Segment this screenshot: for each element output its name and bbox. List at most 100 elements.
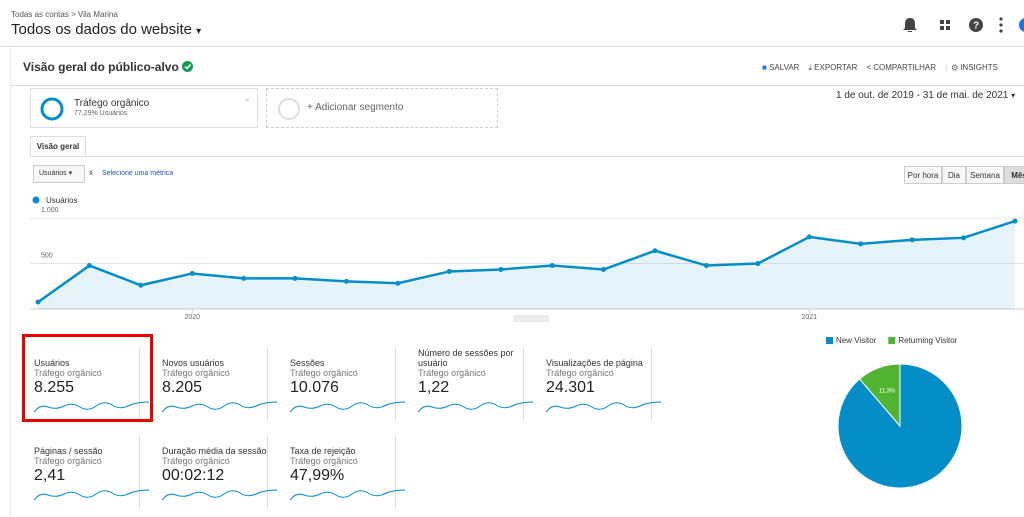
property-name: Todos os dados do website bbox=[11, 21, 192, 38]
sparkline bbox=[546, 401, 662, 413]
point bbox=[395, 280, 401, 286]
share-action[interactable]: COMPARTILHAR bbox=[873, 63, 937, 72]
segment-share: 77,29% Usuários bbox=[74, 110, 128, 117]
export-action[interactable]: EXPORTAR bbox=[814, 63, 858, 72]
legend-label: Usuários bbox=[46, 196, 78, 205]
point bbox=[652, 248, 658, 254]
metric-segment: Tráfego orgânico bbox=[34, 456, 102, 466]
point bbox=[1012, 218, 1018, 224]
sparkline bbox=[290, 401, 406, 413]
metric-segment: Tráfego orgânico bbox=[290, 456, 358, 466]
metric-value: 47,99% bbox=[290, 467, 345, 484]
left-gutter bbox=[0, 47, 11, 517]
save-action[interactable]: SALVAR bbox=[769, 63, 800, 72]
sparkline-line bbox=[34, 489, 150, 501]
x-tick-label: 2020 bbox=[184, 314, 200, 321]
sparkline bbox=[162, 401, 278, 413]
header-icons: ? bbox=[903, 17, 1024, 33]
point bbox=[909, 237, 915, 243]
point bbox=[189, 270, 195, 276]
account-icon[interactable] bbox=[1019, 18, 1024, 32]
top-bar: Todas as contas > Vila Marina Todos os d… bbox=[0, 0, 1024, 47]
verified-icon bbox=[182, 61, 194, 72]
point bbox=[961, 235, 967, 241]
metric-segment: Tráfego orgânico bbox=[162, 368, 230, 378]
point bbox=[241, 275, 247, 281]
line-chart: Usuários 500 1.000 2020 2021 bbox=[30, 196, 1024, 322]
dropdown-arrow: ▾ bbox=[196, 26, 202, 37]
highlight-box bbox=[22, 334, 153, 422]
area bbox=[38, 221, 1015, 309]
metric-value: 00:02:12 bbox=[162, 467, 225, 484]
metric-select-label: Usuários bbox=[39, 170, 67, 177]
help-glyph: ? bbox=[973, 21, 979, 32]
tab-rule bbox=[30, 156, 1024, 157]
metric-value: 10.076 bbox=[290, 379, 339, 396]
point bbox=[498, 266, 504, 272]
notifications-icon[interactable] bbox=[903, 18, 917, 32]
sparkline-line bbox=[546, 401, 662, 413]
granularity-hour[interactable]: Por hora bbox=[904, 166, 942, 184]
apps-icon[interactable] bbox=[940, 20, 950, 30]
metric-name: Usuários bbox=[34, 358, 70, 368]
actions: ■ SALVAR ⤓ EXPORTAR < COMPARTILHAR | ⚙ I… bbox=[762, 63, 998, 72]
breadcrumb[interactable]: Todas as contas > Vila Marina bbox=[11, 10, 118, 19]
metric-card: Visualizações de página Tráfego orgânico 2… bbox=[534, 348, 662, 420]
y-tick-label: 1.000 bbox=[41, 207, 59, 214]
pie-slice bbox=[858, 363, 901, 428]
x-tick-label: 2021 bbox=[802, 314, 818, 321]
sparkline-line bbox=[34, 401, 150, 413]
metric-name: Visualizações de página bbox=[546, 358, 643, 368]
resize-handle bbox=[513, 315, 549, 322]
slice-label: 11,3% bbox=[879, 389, 896, 395]
metric-value: 24.301 bbox=[546, 379, 595, 396]
metric-card: Páginas / sessão Tráfego orgânico 2,41 bbox=[22, 436, 150, 508]
date-range[interactable]: 1 de out. de 2019 - 31 de mai. de 2021 ▾ bbox=[836, 90, 1016, 101]
sparkline-line bbox=[162, 489, 278, 501]
metric-segment: Tráfego orgânico bbox=[290, 368, 358, 378]
sparkline-line bbox=[162, 401, 278, 413]
metric-value: 8.255 bbox=[34, 379, 75, 396]
select-metric[interactable]: Selecione uma métrica bbox=[102, 170, 174, 177]
insights-action[interactable]: INSIGHTS bbox=[960, 63, 998, 72]
sparkline-line bbox=[290, 401, 406, 413]
sparkline-line bbox=[418, 401, 534, 413]
metric-card: Duração média da sessão Tráfego orgânico 0… bbox=[150, 436, 278, 508]
add-segment[interactable]: + Adicionar segmento bbox=[266, 88, 498, 128]
point bbox=[601, 266, 607, 272]
point bbox=[703, 263, 709, 269]
point bbox=[549, 263, 555, 269]
metric-remove[interactable]: x bbox=[89, 168, 93, 177]
granularity-week[interactable]: Semana bbox=[966, 166, 1004, 184]
metric-segment: Tráfego orgânico bbox=[34, 368, 102, 378]
metric-card: Número de sessões por usuário Tráfego org… bbox=[406, 348, 534, 420]
segment-dropdown[interactable]: ⌄ bbox=[243, 93, 251, 103]
point bbox=[806, 234, 812, 240]
granularity-month[interactable]: Mês bbox=[1004, 166, 1024, 184]
metric-select[interactable]: Usuários ▾ bbox=[33, 165, 85, 183]
metric-name: Taxa de rejeição bbox=[290, 446, 356, 456]
segment-name: Tráfego orgânico bbox=[74, 98, 150, 109]
legend-swatch bbox=[826, 337, 833, 344]
metric-name: Duração média da sessão bbox=[162, 446, 267, 456]
overview-tab[interactable]: Visão geral bbox=[30, 136, 86, 157]
legend-swatch bbox=[888, 337, 896, 344]
help-icon[interactable] bbox=[969, 18, 983, 32]
sparkline bbox=[34, 401, 150, 413]
metric-name: Número de sessões por usuário bbox=[418, 348, 514, 368]
point bbox=[446, 268, 452, 274]
granularity-day[interactable]: Dia bbox=[942, 166, 966, 184]
property-selector[interactable]: Todos os dados do website ▾ bbox=[11, 21, 201, 38]
legend-label: Returning Visitor bbox=[898, 336, 957, 345]
slice-label: 88,7% bbox=[913, 499, 931, 505]
more-icon[interactable] bbox=[999, 17, 1003, 33]
metric-card: Novos usuários Tráfego orgânico 8.205 bbox=[150, 348, 278, 420]
legend-dot bbox=[32, 196, 40, 204]
metric-segment: Tráfego orgânico bbox=[418, 368, 486, 378]
segment-chip[interactable]: Tráfego orgânico 77,29% Usuários ⌄ bbox=[30, 88, 258, 128]
report-header: Visão geral do público-alvo ■ SALVAR ⤓ E… bbox=[10, 47, 1024, 86]
add-segment-ring bbox=[278, 98, 300, 120]
sparkline bbox=[34, 489, 150, 501]
metric-card: Usuários Tráfego orgânico 8.255 bbox=[22, 348, 150, 420]
